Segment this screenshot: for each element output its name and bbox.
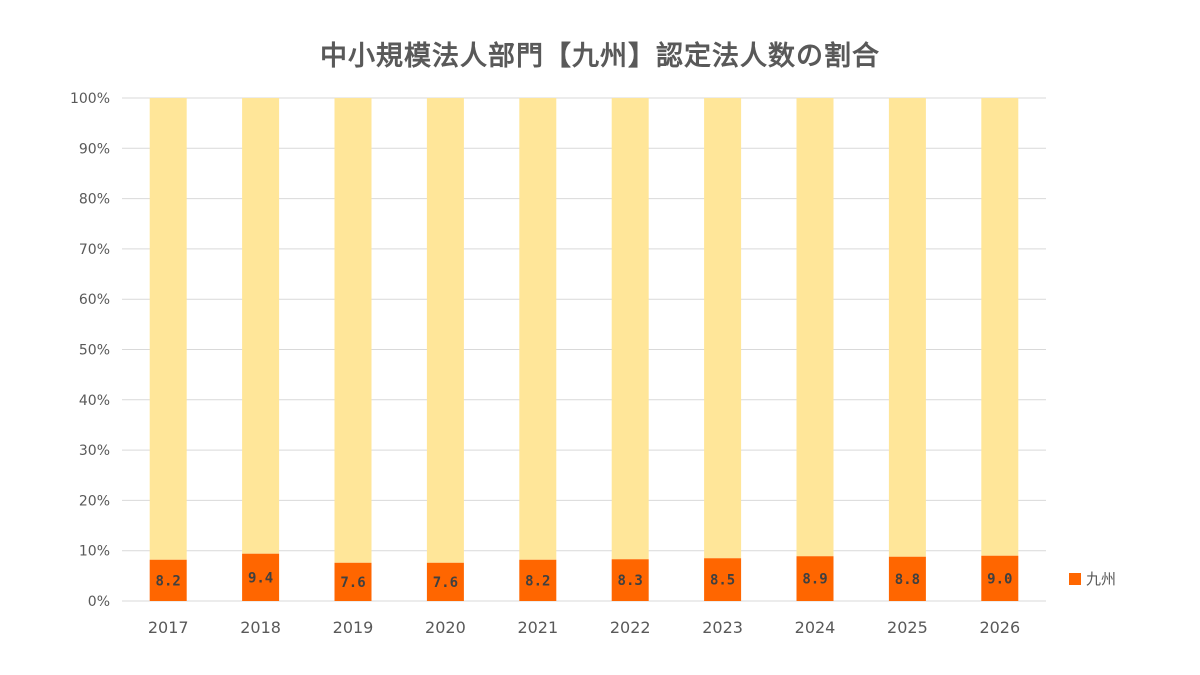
- y-tick-label: 20%: [79, 493, 110, 509]
- y-tick-label: 10%: [79, 544, 110, 560]
- bar-remainder: [519, 98, 557, 560]
- x-tick-label: 2024: [795, 618, 836, 637]
- data-label: 7.6: [340, 575, 365, 591]
- y-tick-label: 60%: [79, 292, 110, 308]
- bar-remainder: [796, 98, 834, 557]
- bar-kyushu: [888, 556, 926, 601]
- y-tick-label: 100%: [70, 91, 110, 107]
- bar-kyushu: [242, 553, 280, 601]
- chart-title: 中小規模法人部門【九州】認定法人数の割合: [320, 41, 880, 72]
- bar-remainder: [888, 98, 926, 557]
- x-tick-label: 2022: [610, 618, 651, 637]
- bar-remainder: [149, 98, 187, 560]
- legend-swatch: [1069, 572, 1081, 585]
- bar-remainder: [981, 98, 1019, 556]
- y-tick-label: 90%: [79, 141, 110, 157]
- bar-kyushu: [704, 558, 742, 601]
- x-tick-label: 2017: [148, 618, 189, 637]
- bar-kyushu: [611, 559, 649, 601]
- bar-remainder: [334, 98, 372, 563]
- x-tick-label: 2018: [240, 618, 281, 637]
- bar-kyushu: [149, 559, 187, 601]
- data-label: 8.9: [802, 572, 827, 588]
- data-label: 9.0: [987, 571, 1012, 587]
- y-tick-label: 50%: [79, 343, 110, 359]
- data-label: 8.3: [618, 573, 643, 589]
- x-tick-label: 2025: [887, 618, 928, 637]
- y-tick-label: 80%: [79, 192, 110, 208]
- legend-label: 九州: [1086, 570, 1117, 588]
- x-tick-label: 2023: [702, 618, 743, 637]
- y-tick-label: 70%: [79, 242, 110, 258]
- data-label: 8.5: [710, 573, 735, 589]
- y-tick-label: 30%: [79, 443, 110, 459]
- data-label: 9.4: [248, 570, 273, 586]
- data-label: 8.2: [156, 573, 181, 589]
- bar-kyushu: [981, 555, 1019, 601]
- x-tick-label: 2019: [333, 618, 374, 637]
- bar-kyushu: [334, 562, 372, 601]
- bar-kyushu: [519, 559, 557, 601]
- legend: 九州: [1069, 568, 1116, 589]
- x-tick-label: 2026: [979, 618, 1020, 637]
- data-label: 7.6: [433, 575, 458, 591]
- bar-kyushu: [796, 556, 834, 601]
- bar-remainder: [242, 98, 280, 554]
- data-label: 8.8: [895, 572, 920, 588]
- bar-kyushu: [426, 562, 464, 601]
- bar-remainder: [611, 98, 649, 560]
- bar-remainder: [704, 98, 742, 559]
- x-tick-label: 2020: [425, 618, 466, 637]
- y-tick-label: 0%: [88, 594, 110, 610]
- y-tick-label: 40%: [79, 393, 110, 409]
- x-tick-label: 2021: [517, 618, 558, 637]
- data-label: 8.2: [525, 573, 550, 589]
- bar-remainder: [426, 98, 464, 563]
